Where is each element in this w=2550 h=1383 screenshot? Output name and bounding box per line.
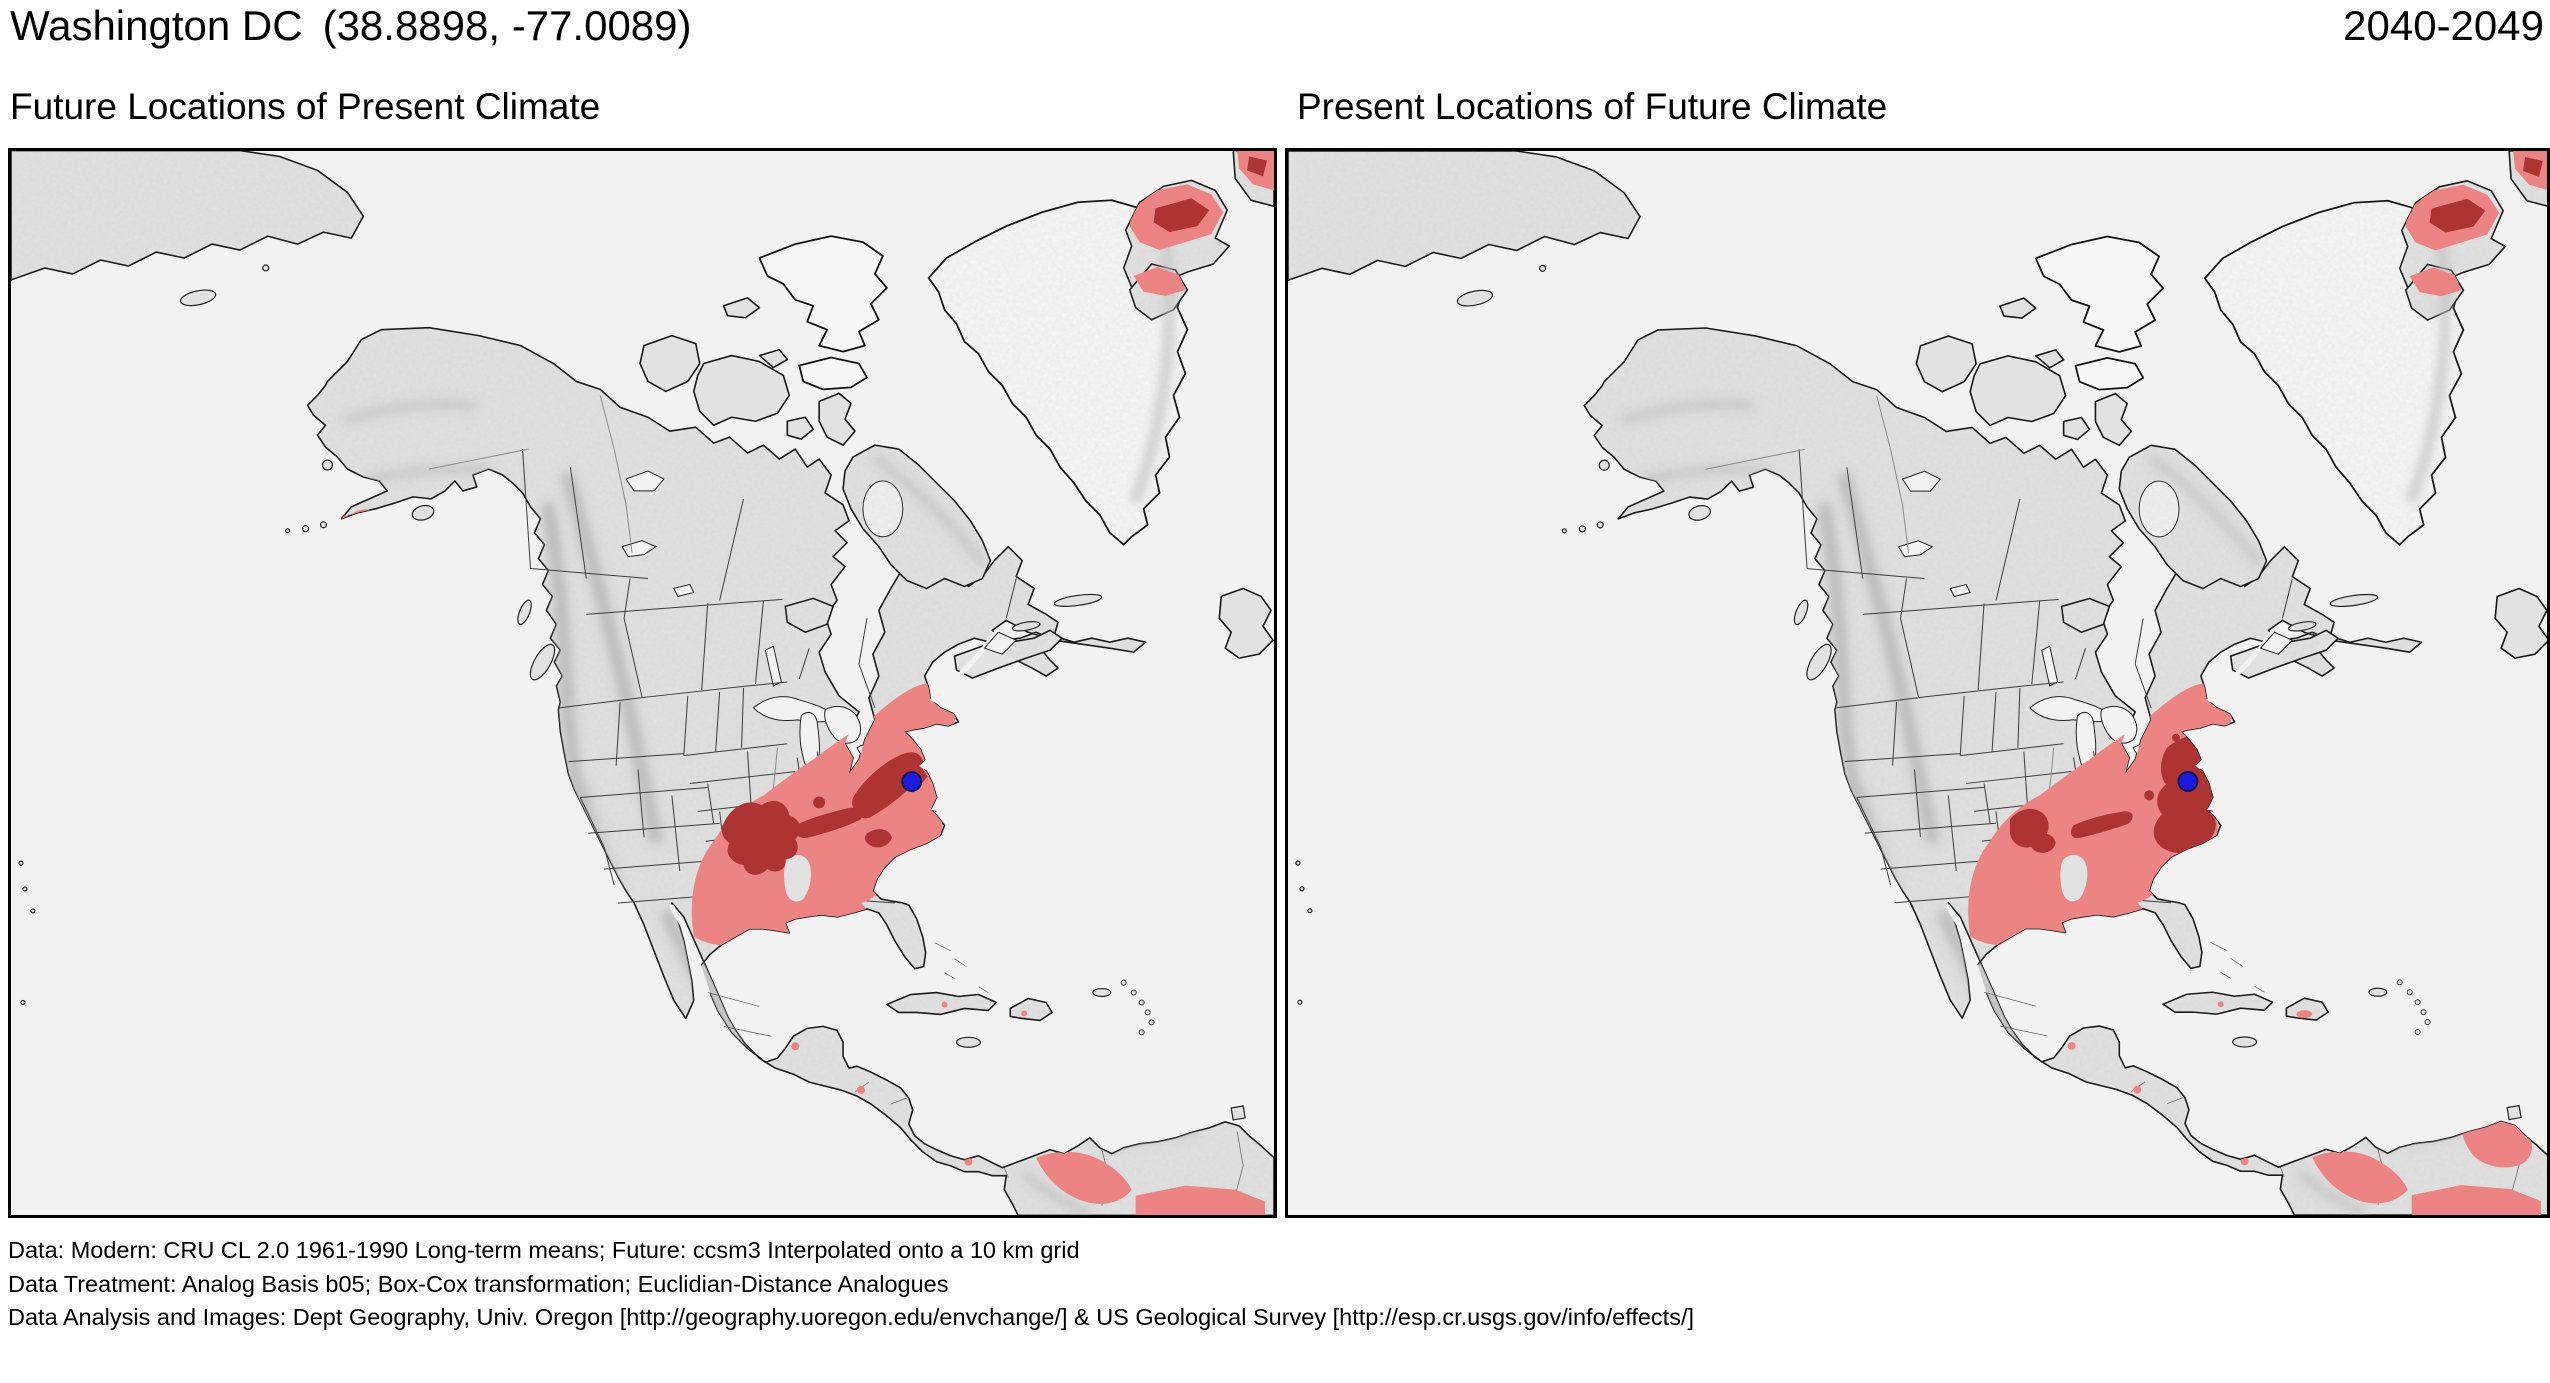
- right-map-title: Present Locations of Future Climate: [1297, 86, 1888, 127]
- city-coordinates: (38.8898, -77.0089): [322, 2, 692, 49]
- map-panel-present-locations: [1285, 148, 2550, 1218]
- location-marker: [901, 771, 923, 792]
- header: Washington DC (38.8898, -77.0089) 2040-20…: [10, 2, 2544, 50]
- map-left: [11, 151, 1274, 1215]
- city-name: Washington DC: [10, 2, 303, 49]
- left-map-title: Future Locations of Present Climate: [10, 86, 601, 127]
- location-marker: [2177, 771, 2199, 792]
- decade-label: 2040-2049: [2343, 2, 2544, 49]
- attribution-data: Data: Modern: CRU CL 2.0 1961-1990 Long-…: [8, 1237, 1080, 1263]
- map-panel-future-locations: [8, 148, 1277, 1218]
- attribution-treatment: Data Treatment: Analog Basis b05; Box-Co…: [8, 1270, 949, 1297]
- map-right: [1288, 151, 2547, 1215]
- page-title: Washington DC (38.8898, -77.0089): [10, 2, 692, 50]
- attribution: Data: Modern: CRU CL 2.0 1961-1990 Long-…: [8, 1234, 1694, 1335]
- attribution-analysis: Data Analysis and Images: Dept Geography…: [8, 1304, 1695, 1330]
